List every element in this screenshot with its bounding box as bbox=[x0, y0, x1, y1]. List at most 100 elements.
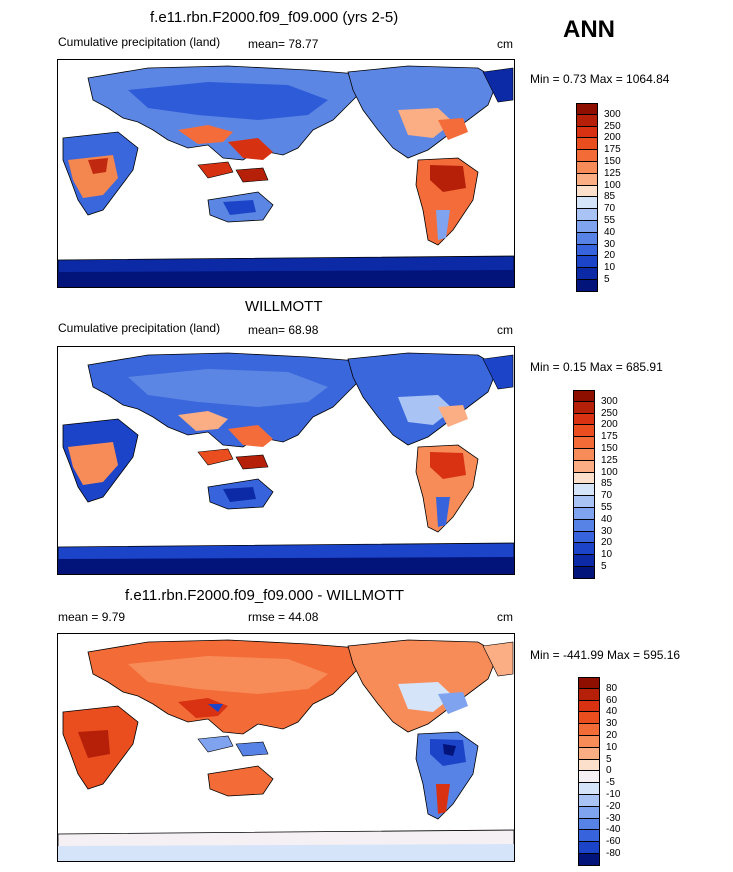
colorbar-box bbox=[578, 795, 600, 807]
panel-3-minmax: Min = -441.99 Max = 595.16 bbox=[530, 648, 681, 662]
colorbar-box bbox=[573, 460, 595, 473]
colorbar-label: 80 bbox=[606, 682, 618, 694]
colorbar-box bbox=[576, 197, 598, 210]
colorbar-label: -40 bbox=[606, 824, 621, 836]
colorbar-box bbox=[578, 818, 600, 831]
colorbar-box bbox=[573, 425, 595, 438]
colorbar-box bbox=[573, 519, 595, 532]
panel-2-units: cm bbox=[497, 323, 513, 337]
colorbar-label: 70 bbox=[604, 203, 616, 215]
colorbar-box bbox=[576, 232, 598, 245]
colorbar-label: 125 bbox=[604, 167, 621, 179]
colorbar-label: 30 bbox=[604, 238, 616, 250]
colorbar-label: -5 bbox=[606, 777, 615, 789]
colorbar-label: 40 bbox=[606, 706, 618, 718]
colorbar-box bbox=[578, 771, 600, 784]
colorbar-label: 5 bbox=[606, 753, 612, 765]
colorbar-label: 40 bbox=[604, 226, 616, 238]
colorbar-label: -60 bbox=[606, 836, 621, 848]
panel-1-left-label: Cumulative precipitation (land) bbox=[58, 35, 221, 49]
colorbar-box bbox=[576, 173, 598, 186]
season-label: ANN bbox=[563, 16, 615, 43]
colorbar-label: 20 bbox=[601, 537, 613, 549]
panel-1-minmax: Min = 0.73 Max = 1064.84 bbox=[530, 72, 670, 86]
colorbar-label: 175 bbox=[604, 144, 621, 156]
colorbar-box bbox=[578, 736, 600, 748]
colorbar-box bbox=[576, 138, 598, 151]
colorbar-box bbox=[576, 221, 598, 233]
colorbar-box bbox=[578, 759, 600, 772]
colorbar-box bbox=[578, 854, 600, 866]
colorbar-label: 200 bbox=[604, 132, 621, 144]
colorbar-label: 55 bbox=[604, 215, 616, 226]
colorbar-label: -80 bbox=[606, 848, 621, 859]
colorbar-box bbox=[576, 256, 598, 269]
panel-1-units: cm bbox=[497, 37, 513, 51]
panel-2-map bbox=[57, 346, 515, 575]
colorbar-label: 125 bbox=[601, 454, 618, 466]
colorbar-label: -30 bbox=[606, 812, 621, 824]
colorbar-box bbox=[573, 472, 595, 485]
colorbar-label: 0 bbox=[606, 765, 612, 777]
colorbar-box bbox=[573, 401, 595, 414]
colorbar-box bbox=[578, 688, 600, 701]
colorbar-box bbox=[576, 268, 598, 280]
panel-2-map-canvas bbox=[58, 352, 514, 574]
panel-1-map-canvas bbox=[58, 65, 514, 287]
panel-3-map bbox=[57, 633, 515, 862]
colorbar-box bbox=[576, 280, 598, 292]
colorbar-box bbox=[576, 244, 598, 257]
colorbar-label: 85 bbox=[601, 478, 613, 490]
colorbar-label: 5 bbox=[604, 274, 610, 285]
colorbar-box bbox=[573, 449, 595, 461]
panel-3-units: cm bbox=[497, 610, 513, 624]
panel-3-map-canvas bbox=[58, 639, 514, 861]
panel-1-mean: mean= 78.77 bbox=[248, 37, 319, 51]
colorbar-label: 10 bbox=[606, 741, 618, 753]
colorbar-box bbox=[573, 567, 595, 579]
colorbar-box bbox=[573, 437, 595, 449]
colorbar-label: 60 bbox=[606, 694, 618, 706]
colorbar-box bbox=[576, 150, 598, 162]
colorbar-box bbox=[576, 209, 598, 221]
colorbar-label: 55 bbox=[601, 502, 613, 513]
colorbar-box bbox=[578, 677, 600, 689]
panel-2-title: WILLMOTT bbox=[245, 298, 323, 315]
colorbar-label: 40 bbox=[601, 513, 613, 525]
colorbar-box bbox=[576, 185, 598, 198]
colorbar-box bbox=[578, 783, 600, 795]
colorbar-box bbox=[573, 390, 595, 402]
colorbar-label: 5 bbox=[601, 561, 607, 572]
colorbar-box bbox=[578, 842, 600, 854]
colorbar-label: 300 bbox=[601, 395, 618, 407]
panel-1-map bbox=[57, 59, 515, 288]
colorbar-label: -10 bbox=[606, 789, 621, 800]
colorbar-box bbox=[576, 103, 598, 115]
colorbar-label: 200 bbox=[601, 419, 618, 431]
colorbar-box bbox=[573, 543, 595, 556]
colorbar-box bbox=[573, 555, 595, 567]
colorbar-box bbox=[578, 806, 600, 819]
colorbar-box bbox=[573, 496, 595, 508]
colorbar-label: 10 bbox=[601, 549, 613, 561]
colorbar-label: 100 bbox=[601, 466, 618, 478]
colorbar-label: 85 bbox=[604, 191, 616, 203]
colorbar-label: 175 bbox=[601, 431, 618, 443]
colorbar-label: 10 bbox=[604, 262, 616, 274]
colorbar-label: 20 bbox=[606, 730, 618, 741]
panel-2-minmax: Min = 0.15 Max = 685.91 bbox=[530, 360, 663, 374]
colorbar-label: 250 bbox=[604, 120, 621, 132]
colorbar-box bbox=[578, 724, 600, 736]
colorbar-label: 300 bbox=[604, 108, 621, 120]
colorbar-box bbox=[573, 413, 595, 426]
panel-2-mean: mean= 68.98 bbox=[248, 323, 319, 337]
colorbar-label: 250 bbox=[601, 407, 618, 419]
colorbar-box bbox=[573, 508, 595, 520]
colorbar-box bbox=[578, 712, 600, 725]
panel-3-title: f.e11.rbn.F2000.f09_f09.000 - WILLMOTT bbox=[125, 587, 405, 604]
colorbar-box bbox=[576, 114, 598, 127]
colorbar-box bbox=[576, 126, 598, 139]
panel-3-rmse: rmse = 44.08 bbox=[248, 610, 319, 624]
colorbar-label: 30 bbox=[606, 718, 618, 730]
colorbar-box bbox=[578, 700, 600, 713]
